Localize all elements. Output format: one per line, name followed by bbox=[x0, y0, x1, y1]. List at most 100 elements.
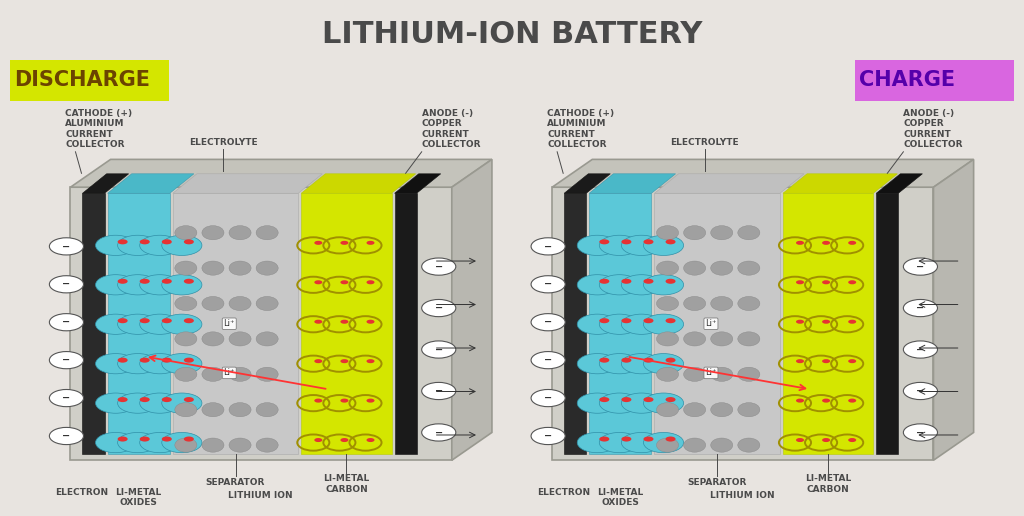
FancyBboxPatch shape bbox=[173, 194, 298, 454]
Circle shape bbox=[796, 438, 804, 442]
Circle shape bbox=[139, 239, 150, 245]
Circle shape bbox=[622, 393, 662, 413]
Circle shape bbox=[139, 397, 150, 402]
Ellipse shape bbox=[684, 225, 706, 240]
Circle shape bbox=[422, 341, 456, 358]
Text: −: − bbox=[434, 427, 442, 438]
Circle shape bbox=[367, 438, 375, 442]
Ellipse shape bbox=[229, 296, 251, 311]
Circle shape bbox=[643, 275, 684, 295]
Circle shape bbox=[622, 235, 662, 255]
Polygon shape bbox=[934, 159, 974, 460]
Text: −: − bbox=[544, 393, 552, 403]
Circle shape bbox=[822, 320, 830, 324]
Ellipse shape bbox=[175, 402, 197, 417]
Circle shape bbox=[822, 398, 830, 402]
Circle shape bbox=[340, 320, 348, 324]
Ellipse shape bbox=[656, 367, 679, 381]
Circle shape bbox=[162, 235, 202, 255]
FancyBboxPatch shape bbox=[783, 194, 873, 454]
Circle shape bbox=[796, 359, 804, 363]
Circle shape bbox=[49, 314, 84, 331]
Circle shape bbox=[314, 280, 323, 284]
Ellipse shape bbox=[175, 261, 197, 275]
Text: LITHIUM ION: LITHIUM ION bbox=[710, 491, 774, 499]
Circle shape bbox=[95, 393, 135, 413]
Circle shape bbox=[340, 438, 348, 442]
Circle shape bbox=[599, 318, 609, 323]
Ellipse shape bbox=[711, 367, 733, 381]
Ellipse shape bbox=[711, 261, 733, 275]
Ellipse shape bbox=[229, 261, 251, 275]
Circle shape bbox=[340, 241, 348, 245]
Circle shape bbox=[162, 358, 172, 363]
Circle shape bbox=[599, 235, 639, 255]
Text: −: − bbox=[62, 393, 71, 403]
Polygon shape bbox=[83, 174, 129, 194]
Circle shape bbox=[367, 398, 375, 402]
Text: SEPARATOR: SEPARATOR bbox=[687, 478, 746, 487]
Circle shape bbox=[643, 437, 653, 442]
Circle shape bbox=[622, 397, 632, 402]
Circle shape bbox=[599, 393, 639, 413]
Circle shape bbox=[139, 358, 150, 363]
Text: LI-METAL
OXIDES: LI-METAL OXIDES bbox=[597, 488, 643, 507]
Ellipse shape bbox=[175, 367, 197, 381]
Ellipse shape bbox=[711, 438, 733, 452]
Text: LI-METAL
CARBON: LI-METAL CARBON bbox=[324, 474, 370, 494]
Circle shape bbox=[118, 397, 128, 402]
FancyBboxPatch shape bbox=[10, 60, 169, 101]
Circle shape bbox=[162, 437, 172, 442]
Text: ELECTRON: ELECTRON bbox=[55, 488, 109, 497]
Circle shape bbox=[118, 393, 158, 413]
Circle shape bbox=[796, 241, 804, 245]
Ellipse shape bbox=[202, 438, 224, 452]
Circle shape bbox=[578, 393, 617, 413]
Circle shape bbox=[622, 314, 662, 334]
Circle shape bbox=[118, 239, 128, 245]
Ellipse shape bbox=[202, 402, 224, 417]
Circle shape bbox=[643, 314, 684, 334]
Text: −: − bbox=[544, 279, 552, 289]
Text: −: − bbox=[62, 317, 71, 327]
Circle shape bbox=[599, 279, 609, 284]
Ellipse shape bbox=[684, 261, 706, 275]
Ellipse shape bbox=[175, 225, 197, 240]
Circle shape bbox=[314, 241, 323, 245]
Circle shape bbox=[139, 353, 180, 374]
Circle shape bbox=[340, 398, 348, 402]
Circle shape bbox=[622, 353, 662, 374]
Circle shape bbox=[848, 359, 856, 363]
Polygon shape bbox=[552, 159, 974, 187]
Circle shape bbox=[643, 432, 684, 453]
Circle shape bbox=[796, 398, 804, 402]
Text: −: − bbox=[62, 431, 71, 441]
Text: −: − bbox=[544, 431, 552, 441]
Text: LI-METAL
OXIDES: LI-METAL OXIDES bbox=[116, 488, 162, 507]
Circle shape bbox=[95, 275, 135, 295]
Text: Li⁺: Li⁺ bbox=[223, 319, 236, 328]
Circle shape bbox=[162, 275, 202, 295]
Circle shape bbox=[184, 358, 194, 363]
Circle shape bbox=[622, 275, 662, 295]
Text: ELECTRON: ELECTRON bbox=[537, 488, 590, 497]
Circle shape bbox=[599, 432, 639, 453]
Circle shape bbox=[666, 358, 676, 363]
Text: Li⁺: Li⁺ bbox=[706, 319, 717, 328]
Circle shape bbox=[903, 258, 938, 275]
Circle shape bbox=[643, 397, 653, 402]
Circle shape bbox=[599, 358, 609, 363]
Polygon shape bbox=[589, 174, 676, 194]
Circle shape bbox=[599, 314, 639, 334]
Ellipse shape bbox=[737, 296, 760, 311]
Circle shape bbox=[822, 438, 830, 442]
Circle shape bbox=[622, 432, 662, 453]
Polygon shape bbox=[564, 174, 610, 194]
Text: −: − bbox=[62, 355, 71, 365]
Circle shape bbox=[367, 359, 375, 363]
Text: Li⁺: Li⁺ bbox=[223, 368, 236, 377]
Ellipse shape bbox=[737, 367, 760, 381]
Ellipse shape bbox=[256, 261, 279, 275]
Ellipse shape bbox=[202, 225, 224, 240]
Circle shape bbox=[622, 318, 632, 323]
